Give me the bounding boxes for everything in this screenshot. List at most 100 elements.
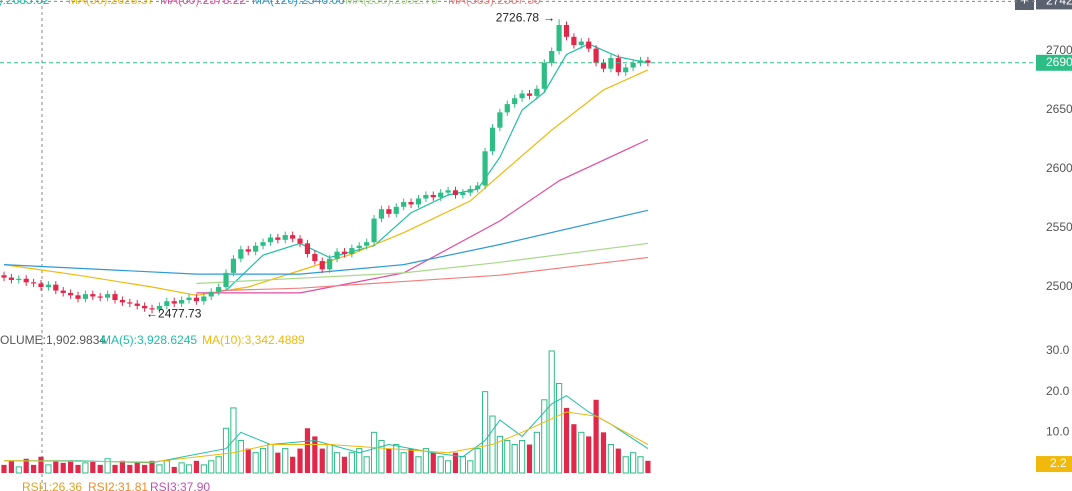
candle-body xyxy=(460,192,466,195)
volume-bar xyxy=(326,444,333,474)
candle-body xyxy=(253,245,259,252)
candle-body xyxy=(386,209,392,214)
legend-entry: MA(365):2567.50 xyxy=(448,0,541,7)
y-tick-label: 2600 xyxy=(1046,161,1072,175)
volume-bar xyxy=(571,424,577,473)
volume-bar xyxy=(518,439,526,474)
volume-bar xyxy=(630,452,637,474)
volume-ma-line xyxy=(3,411,649,463)
candle-body xyxy=(349,248,355,254)
candle-body xyxy=(475,185,481,190)
candle-body xyxy=(571,36,577,46)
candle-body xyxy=(16,278,22,280)
volume-bar xyxy=(237,439,244,474)
legend-entry: MA(120):2546.06 xyxy=(252,0,345,7)
volume-bar xyxy=(333,452,341,474)
candle-body xyxy=(68,292,74,296)
y-tick-label: 2650 xyxy=(1046,102,1072,116)
candle-body xyxy=(593,48,599,63)
rsi-legend-entry: RSI3:37.90 xyxy=(150,480,210,491)
volume-bar xyxy=(437,456,444,474)
volume-bar xyxy=(23,458,29,473)
volume-bar xyxy=(149,460,155,473)
ma-line xyxy=(3,209,649,275)
candle-body xyxy=(290,235,296,239)
candle-body xyxy=(415,198,422,205)
candle-body xyxy=(512,98,518,105)
volume-bar xyxy=(600,432,607,473)
candle-body xyxy=(171,301,177,304)
volume-bar xyxy=(452,452,459,473)
volume-bar xyxy=(1,464,7,473)
candle-body xyxy=(275,237,281,240)
candle-body xyxy=(201,296,207,302)
volume-bar xyxy=(467,460,474,474)
y-tick-label: 2700 xyxy=(1046,43,1072,57)
volume-bar xyxy=(312,436,318,473)
candle-body xyxy=(149,308,155,310)
volume-bar xyxy=(104,458,111,474)
candle-body xyxy=(216,287,222,292)
crosshair-tag xyxy=(1036,0,1072,10)
candle-body xyxy=(334,251,340,259)
volume-bar xyxy=(134,462,140,473)
add-icon[interactable]: + xyxy=(1020,0,1028,8)
candle-body xyxy=(238,249,244,259)
ma-line xyxy=(196,138,649,294)
volume-bar xyxy=(230,407,237,474)
high-arrow: → xyxy=(543,11,555,25)
candle-body xyxy=(534,88,540,96)
candle-body xyxy=(445,190,451,193)
candle-body xyxy=(623,67,629,73)
add-button[interactable] xyxy=(1015,0,1034,10)
candle-body xyxy=(208,291,214,297)
volume-bar xyxy=(112,464,118,473)
volume-bar xyxy=(222,427,230,474)
y-tick-label: 2500 xyxy=(1046,279,1072,293)
candle-body xyxy=(467,189,473,193)
candle-body xyxy=(452,190,459,195)
legend-entry: MA(7):2685.02 xyxy=(0,0,50,7)
volume-bar xyxy=(459,456,466,474)
volume-bar xyxy=(304,428,311,473)
candle-body xyxy=(193,297,200,302)
candle-body xyxy=(31,282,37,284)
volume-bar xyxy=(408,448,414,473)
volume-bar xyxy=(563,407,570,473)
candle-body xyxy=(186,297,192,301)
volume-bar xyxy=(586,436,592,473)
volume-bar xyxy=(31,464,37,473)
volume-bar xyxy=(75,464,81,473)
current-price: 2690 xyxy=(1046,55,1072,69)
volume-bar xyxy=(127,464,133,473)
candle-body xyxy=(267,237,274,243)
volume-bar xyxy=(348,452,355,474)
ma-line xyxy=(196,242,648,285)
candle-body xyxy=(497,112,503,128)
low-arrow: ← xyxy=(146,306,158,320)
candle-body xyxy=(489,127,496,152)
current-price-tag xyxy=(1036,54,1072,71)
candle-body xyxy=(401,202,407,207)
volume-bar xyxy=(363,456,370,474)
candle-body xyxy=(645,60,651,63)
volume-bar xyxy=(8,460,14,473)
candle-body xyxy=(245,249,251,252)
candle-body xyxy=(164,301,170,306)
volume-bar xyxy=(474,448,481,474)
volume-bar xyxy=(555,383,563,474)
volume-bar xyxy=(504,439,511,474)
candle-body xyxy=(260,242,266,246)
candle-body xyxy=(615,58,621,73)
candle-body xyxy=(8,277,14,280)
volume-ma-line xyxy=(4,395,649,464)
candle-body xyxy=(53,284,59,291)
volume-tick-label: 30.0 xyxy=(1046,343,1070,357)
volume-tick-label: 10.0 xyxy=(1046,424,1070,438)
candle-body xyxy=(105,294,111,298)
candle-body xyxy=(482,151,488,186)
volume-bar xyxy=(252,452,259,474)
volume-bar xyxy=(208,460,215,474)
legend-entry: MA(250):2532.76 xyxy=(345,0,438,7)
